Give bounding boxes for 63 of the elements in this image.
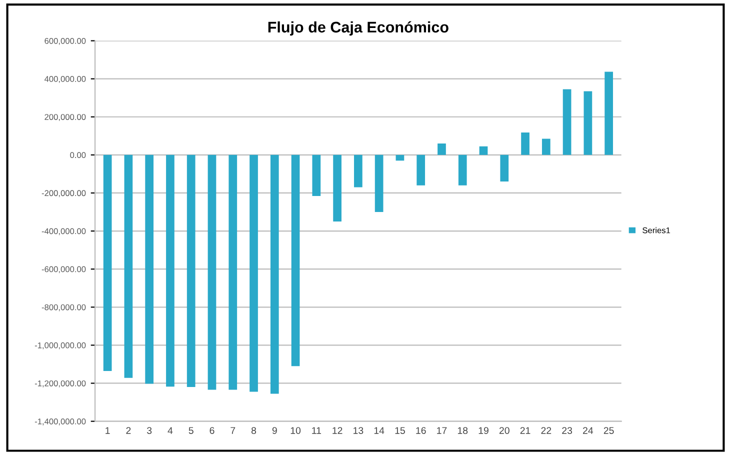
bar: [458, 154, 467, 186]
bar: [312, 154, 321, 196]
bar: [250, 154, 258, 392]
x-tick-label: 7: [230, 427, 236, 434]
bar: [604, 72, 613, 155]
x-tick-label: 13: [354, 427, 364, 434]
x-tick-label: 8: [251, 427, 256, 434]
y-tick-label: -1,200,000.00: [34, 380, 86, 388]
x-tick-label: 20: [499, 427, 510, 434]
bar: [124, 154, 133, 378]
bar: [396, 154, 404, 161]
bar: [584, 91, 592, 155]
x-tick-label: 3: [147, 427, 152, 434]
y-tick-label: -400,000.00: [42, 228, 86, 236]
x-tick-label: 14: [374, 427, 384, 434]
x-tick-label: 1: [106, 427, 110, 434]
x-tick-label: 10: [290, 427, 301, 434]
x-tick-label: 9: [272, 427, 277, 434]
y-tick-label: 200,000.00: [44, 114, 86, 121]
bar: [208, 154, 216, 390]
y-tick-label: -800,000.00: [42, 304, 86, 312]
bar: [186, 154, 196, 388]
legend-label: Series1: [642, 227, 670, 234]
x-tick-label: 5: [188, 427, 194, 434]
y-tick-label: -600,000.00: [42, 266, 86, 274]
bar: [166, 154, 174, 387]
x-tick-label: 19: [478, 427, 488, 434]
y-tick-label: 400,000.00: [44, 76, 86, 83]
x-tick-label: 16: [416, 427, 426, 434]
bar: [438, 144, 446, 155]
bar: [145, 154, 154, 384]
x-tick-label: 15: [395, 427, 405, 434]
y-tick-label: -200,000.00: [42, 190, 86, 198]
bar: [374, 154, 384, 212]
x-tick-label: 2: [126, 427, 131, 434]
chart-title: Flujo de Caja Económico: [268, 21, 448, 36]
bar: [416, 154, 426, 186]
bar: [562, 89, 572, 155]
x-tick-label: 24: [583, 427, 594, 434]
bar: [291, 154, 300, 366]
x-tick-label: 18: [458, 427, 468, 434]
x-tick-label: 4: [168, 427, 173, 434]
x-tick-label: 23: [562, 427, 572, 434]
x-tick-label: 12: [332, 427, 342, 434]
bar: [228, 154, 238, 390]
bar: [479, 146, 488, 155]
bar: [333, 154, 342, 222]
x-tick-label: 25: [604, 427, 614, 434]
bar: [270, 154, 279, 394]
x-tick-label: 22: [541, 427, 552, 434]
y-tick-label: 600,000.00: [44, 38, 86, 45]
bar: [542, 138, 550, 155]
y-tick-label: -1,400,000.00: [34, 418, 86, 426]
x-tick-label: 11: [312, 427, 321, 434]
bar: [521, 132, 530, 155]
x-tick-label: 17: [437, 427, 447, 434]
x-tick-label: 21: [520, 427, 530, 434]
bar: [103, 154, 112, 372]
y-tick-label: -1,000,000.00: [34, 342, 86, 350]
bar: [354, 154, 362, 188]
x-tick-label: 6: [210, 427, 214, 434]
y-tick-label: 0.00: [70, 152, 86, 158]
bar: [500, 154, 509, 182]
